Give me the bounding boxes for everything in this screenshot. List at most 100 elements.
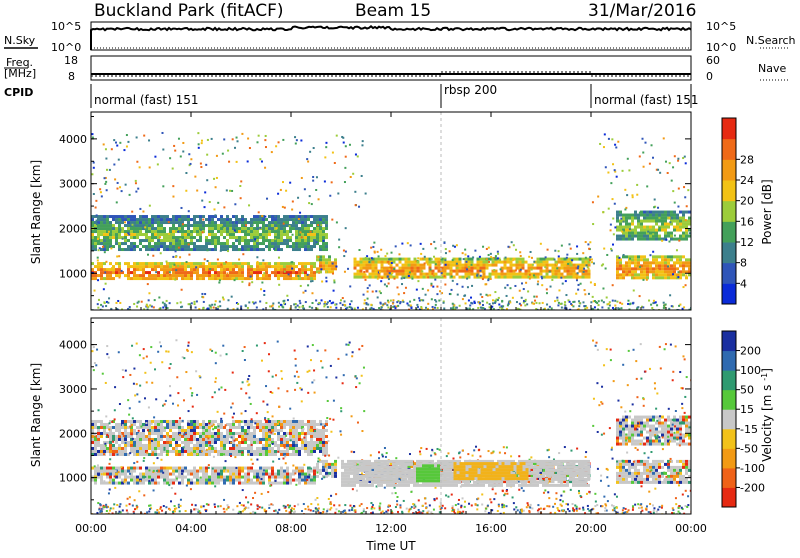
- power-pixel: [118, 262, 121, 265]
- power-noise-pixel: [155, 271, 157, 273]
- power-pixel: [322, 215, 325, 218]
- velocity-pixel: [268, 482, 271, 485]
- power-noise-pixel: [139, 166, 141, 168]
- power-noise-pixel: [626, 194, 628, 196]
- velocity-pixel: [196, 420, 199, 423]
- power-pixel: [432, 270, 435, 273]
- power-pixel: [313, 218, 316, 221]
- power-pixel: [519, 273, 522, 276]
- power-pixel: [408, 258, 411, 261]
- power-clutter-pixel: [180, 301, 182, 303]
- velocity-pixel: [265, 432, 268, 435]
- power-noise-pixel: [452, 245, 454, 247]
- velocity-pixel: [157, 441, 160, 444]
- power-pixel: [622, 273, 625, 276]
- power-noise-pixel: [104, 177, 106, 179]
- power-noise-pixel: [174, 279, 176, 281]
- velocity-pixel: [169, 473, 172, 476]
- power-pixel: [214, 242, 217, 245]
- power-pixel: [202, 265, 205, 268]
- power-pixel: [244, 245, 247, 248]
- power-pixel: [619, 214, 622, 217]
- power-pixel: [148, 242, 151, 245]
- power-pixel: [139, 233, 142, 236]
- velocity-pixel: [274, 429, 277, 432]
- velocity-pixel: [256, 479, 259, 482]
- power-pixel: [187, 274, 190, 277]
- power-pixel: [492, 261, 495, 264]
- velocity-pixel: [259, 467, 262, 470]
- power-noise-pixel: [304, 188, 306, 190]
- power-pixel: [292, 277, 295, 280]
- velocity-pixel: [136, 435, 139, 438]
- power-noise-pixel: [109, 169, 111, 171]
- velocity-pixel: [223, 447, 226, 450]
- velocity-pixel: [124, 420, 127, 423]
- power-pixel: [136, 224, 139, 227]
- power-pixel: [525, 276, 528, 279]
- power-pixel: [286, 245, 289, 248]
- power-pixel: [259, 218, 262, 221]
- power-pixel: [226, 242, 229, 245]
- velocity-pixel: [271, 450, 274, 453]
- power-noise-pixel: [275, 145, 277, 147]
- power-noise-pixel: [622, 170, 624, 172]
- power-pixel: [301, 224, 304, 227]
- velocity-pixel: [310, 453, 313, 456]
- power-pixel: [145, 230, 148, 233]
- velocity-pixel: [181, 426, 184, 429]
- velocity-pixel: [232, 444, 235, 447]
- power-pixel: [208, 224, 211, 227]
- power-noise-pixel: [444, 275, 446, 277]
- power-pixel: [685, 229, 688, 232]
- velocity-pixel: [238, 420, 241, 423]
- power-pixel: [322, 218, 325, 221]
- power-pixel: [268, 239, 271, 242]
- velocity-pixel: [253, 476, 256, 479]
- power-pixel: [136, 262, 139, 265]
- power-noise-pixel: [564, 307, 566, 309]
- power-pixel: [414, 264, 417, 267]
- power-pixel: [169, 218, 172, 221]
- velocity-pixel: [169, 426, 172, 429]
- velocity-pixel: [265, 444, 268, 447]
- power-pixel: [256, 239, 259, 242]
- power-pixel: [537, 273, 540, 276]
- velocity-pixel: [136, 453, 139, 456]
- power-noise-pixel: [93, 162, 95, 164]
- power-pixel: [643, 270, 646, 273]
- power-clutter-pixel: [327, 301, 329, 303]
- power-pixel: [103, 277, 106, 280]
- power-pixel: [274, 265, 277, 268]
- velocity-pixel: [292, 450, 295, 453]
- power-noise-pixel: [331, 219, 333, 221]
- power-pixel: [360, 273, 363, 276]
- power-pixel: [163, 218, 166, 221]
- power-pixel: [106, 221, 109, 224]
- velocity-pixel: [157, 438, 160, 441]
- power-pixel: [510, 264, 513, 267]
- velocity-pixel: [118, 435, 121, 438]
- power-noise-pixel: [525, 282, 527, 284]
- power-pixel: [676, 267, 679, 270]
- power-clutter-pixel: [413, 299, 415, 301]
- velocity-pixel: [181, 479, 184, 482]
- power-noise-pixel: [479, 256, 481, 258]
- velocity-pixel: [265, 426, 268, 429]
- power-pixel: [582, 258, 585, 261]
- power-pixel: [247, 274, 250, 277]
- power-noise-pixel: [231, 190, 233, 192]
- velocity-pixel: [169, 444, 172, 447]
- power-pixel: [139, 227, 142, 230]
- power-pixel: [175, 236, 178, 239]
- power-pixel: [411, 273, 414, 276]
- power-noise-pixel: [313, 147, 315, 149]
- velocity-pixel: [325, 447, 328, 450]
- velocity-pixel: [223, 444, 226, 447]
- power-pixel: [121, 248, 124, 251]
- power-noise-pixel: [445, 264, 447, 266]
- velocity-pixel: [169, 423, 172, 426]
- power-noise-pixel: [386, 253, 388, 255]
- power-pixel: [522, 273, 525, 276]
- power-pixel: [157, 224, 160, 227]
